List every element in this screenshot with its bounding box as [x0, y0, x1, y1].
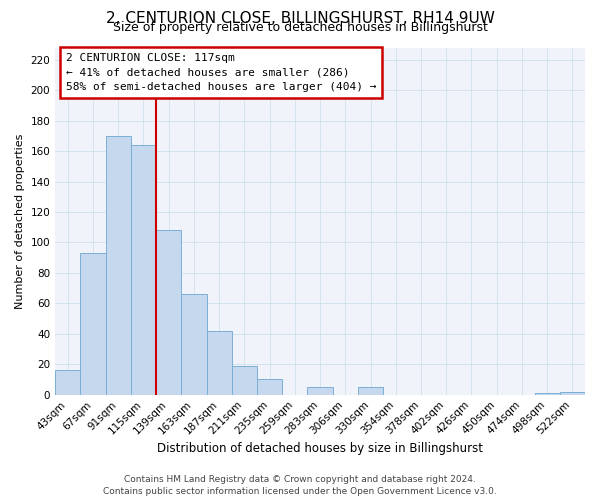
Bar [55, 370, 80, 394]
Bar [257, 380, 282, 394]
Bar [206, 331, 232, 394]
Bar [106, 136, 131, 394]
X-axis label: Distribution of detached houses by size in Billingshurst: Distribution of detached houses by size … [157, 442, 483, 455]
Text: 2 CENTURION CLOSE: 117sqm
← 41% of detached houses are smaller (286)
58% of semi: 2 CENTURION CLOSE: 117sqm ← 41% of detac… [66, 52, 376, 92]
Y-axis label: Number of detached properties: Number of detached properties [15, 134, 25, 309]
Text: Size of property relative to detached houses in Billingshurst: Size of property relative to detached ho… [113, 21, 487, 34]
Bar [131, 145, 156, 394]
Bar [156, 230, 181, 394]
Bar [80, 253, 106, 394]
Bar [181, 294, 206, 394]
Text: 2, CENTURION CLOSE, BILLINGSHURST, RH14 9UW: 2, CENTURION CLOSE, BILLINGSHURST, RH14 … [106, 11, 494, 26]
Bar [307, 387, 332, 394]
Bar [232, 366, 257, 394]
Bar [358, 387, 383, 394]
Bar [560, 392, 585, 394]
Bar [535, 393, 560, 394]
Text: Contains HM Land Registry data © Crown copyright and database right 2024.
Contai: Contains HM Land Registry data © Crown c… [103, 474, 497, 496]
